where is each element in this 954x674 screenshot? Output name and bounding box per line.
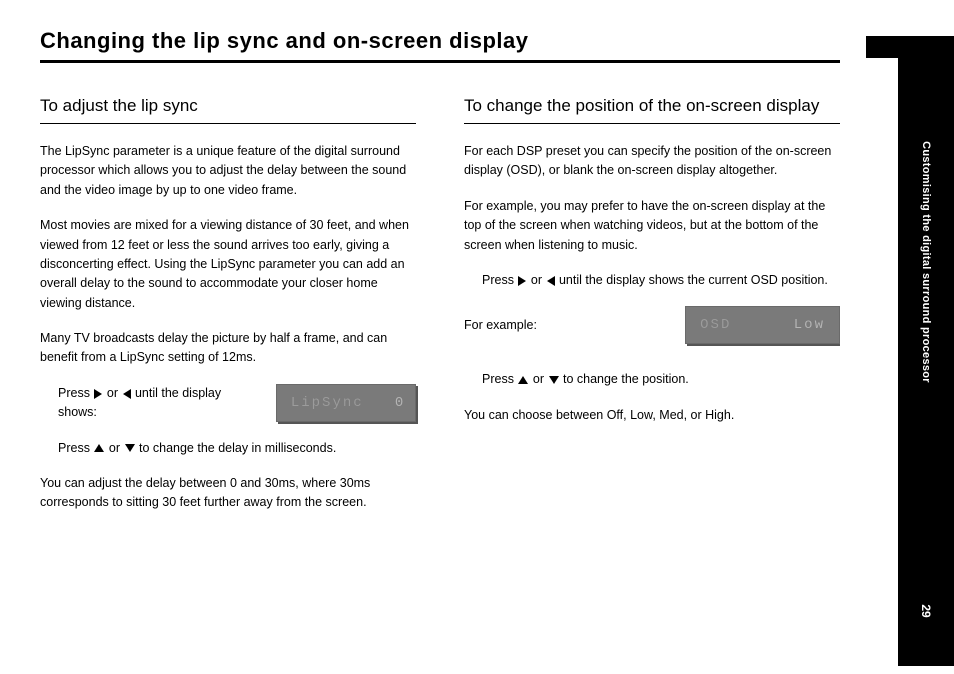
left-instruction-1-row: Press or until the display shows: LipSyn… bbox=[40, 384, 416, 423]
side-tab: Customising the digital surround process… bbox=[898, 36, 954, 666]
left-arrow-icon bbox=[123, 389, 131, 399]
page-content: Changing the lip sync and on-screen disp… bbox=[0, 0, 880, 549]
up-arrow-icon bbox=[94, 444, 104, 452]
lcd-value: Low bbox=[794, 317, 825, 333]
left-para-1: The LipSync parameter is a unique featur… bbox=[40, 142, 416, 200]
left-arrow-icon bbox=[547, 276, 555, 286]
left-instruction-2: Press or to change the delay in millisec… bbox=[40, 439, 416, 458]
right-example-row: OSD Low For example: bbox=[464, 306, 840, 354]
instr-text: or bbox=[105, 441, 123, 455]
right-para-3: You can choose between Off, Low, Med, or… bbox=[464, 406, 840, 425]
instr-text: Press bbox=[58, 441, 93, 455]
right-heading: To change the position of the on-screen … bbox=[464, 95, 840, 124]
left-para-3: Many TV broadcasts delay the picture by … bbox=[40, 329, 416, 368]
instr-text: until the display shows the current OSD … bbox=[556, 273, 828, 287]
side-section-label: Customising the digital surround process… bbox=[920, 141, 932, 383]
left-heading: To adjust the lip sync bbox=[40, 95, 416, 124]
right-para-1: For each DSP preset you can specify the … bbox=[464, 142, 840, 181]
right-arrow-icon bbox=[518, 276, 526, 286]
instr-text: or bbox=[529, 372, 547, 386]
instr-text: or bbox=[103, 386, 121, 400]
down-arrow-icon bbox=[125, 444, 135, 452]
lcd-label: OSD bbox=[700, 317, 731, 333]
instr-text: to change the position. bbox=[560, 372, 689, 386]
up-arrow-icon bbox=[518, 376, 528, 384]
lcd-label: LipSync bbox=[291, 395, 364, 411]
instr-text: to change the delay in milliseconds. bbox=[136, 441, 337, 455]
left-column: To adjust the lip sync The LipSync param… bbox=[40, 95, 416, 529]
instr-text: Press bbox=[482, 273, 517, 287]
left-instruction-1: Press or until the display shows: bbox=[58, 384, 256, 423]
instr-text: or bbox=[527, 273, 545, 287]
lcd-display-lipsync: LipSync 0 bbox=[276, 384, 416, 422]
header-accent-bar bbox=[866, 36, 898, 58]
lcd-display-osd: OSD Low bbox=[685, 306, 840, 344]
right-instruction-1: Press or until the display shows the cur… bbox=[464, 271, 840, 290]
left-para-2: Most movies are mixed for a viewing dist… bbox=[40, 216, 416, 313]
left-para-4: You can adjust the delay between 0 and 3… bbox=[40, 474, 416, 513]
lcd-value: 0 bbox=[395, 395, 405, 411]
instr-text: Press bbox=[58, 386, 93, 400]
down-arrow-icon bbox=[549, 376, 559, 384]
right-instruction-2: Press or to change the position. bbox=[464, 370, 840, 389]
right-arrow-icon bbox=[94, 389, 102, 399]
two-column-layout: To adjust the lip sync The LipSync param… bbox=[40, 95, 840, 529]
right-column: To change the position of the on-screen … bbox=[464, 95, 840, 529]
page-title: Changing the lip sync and on-screen disp… bbox=[40, 28, 840, 63]
right-para-2: For example, you may prefer to have the … bbox=[464, 197, 840, 255]
page-number: 29 bbox=[919, 604, 933, 617]
instr-text: Press bbox=[482, 372, 517, 386]
